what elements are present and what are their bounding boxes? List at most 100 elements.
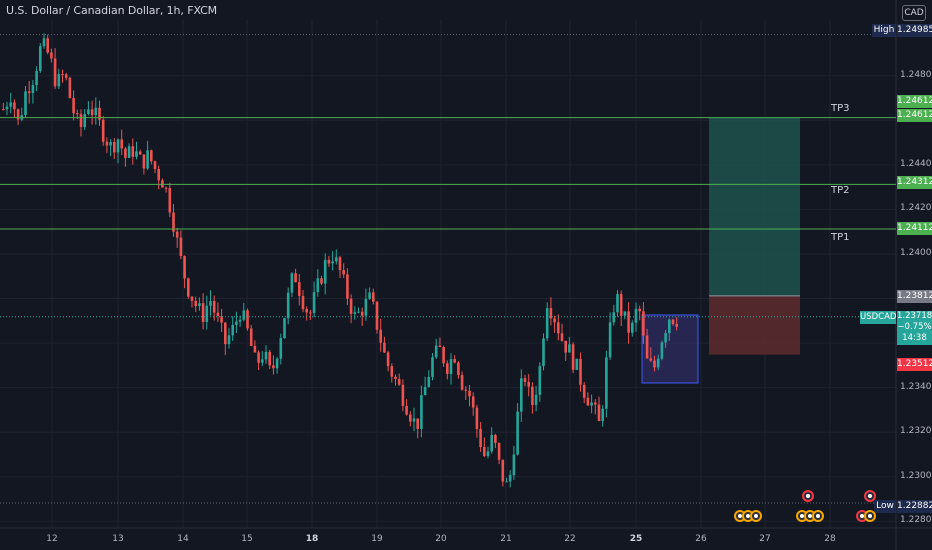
- candle-body: [246, 310, 249, 329]
- candle-body: [353, 312, 357, 314]
- time-tick-label: 13: [112, 534, 124, 544]
- candle-body: [257, 352, 260, 363]
- candle-body: [268, 351, 271, 366]
- candle-body: [98, 107, 101, 120]
- time-tick-label: 14: [177, 534, 189, 544]
- candle-body: [316, 278, 320, 293]
- candle-body: [235, 321, 238, 325]
- candle-body: [346, 274, 349, 299]
- candle-body: [150, 150, 153, 162]
- candle-body: [594, 402, 597, 405]
- candle-body: [545, 308, 549, 339]
- time-tick-label: 25: [629, 534, 643, 544]
- entry-price-tag: 1.23812: [897, 290, 932, 303]
- price-tick-label: 1.22800: [900, 515, 932, 526]
- candle-body: [94, 107, 98, 116]
- price-tick-label: 1.24200: [900, 203, 932, 214]
- candle-body: [586, 397, 590, 406]
- candle-body: [61, 74, 64, 76]
- candle-body: [420, 395, 423, 429]
- candle-body: [179, 237, 183, 257]
- candle-body: [105, 141, 109, 146]
- candle-body: [616, 293, 619, 313]
- candle-body: [13, 102, 16, 110]
- candle-body: [5, 106, 9, 110]
- candle-body: [39, 46, 42, 71]
- candle-body: [601, 408, 604, 421]
- candle-body: [397, 379, 401, 385]
- economic-event-icon[interactable]: [812, 510, 824, 522]
- candle-body: [175, 231, 179, 238]
- candle-body: [231, 324, 234, 336]
- candle-body: [187, 278, 190, 297]
- economic-event-icon[interactable]: [864, 490, 876, 502]
- candle-body: [475, 407, 479, 429]
- candle-body: [220, 316, 223, 323]
- candle-body: [286, 292, 290, 319]
- candle-body: [557, 322, 560, 334]
- candle-body: [531, 386, 534, 405]
- candle-body: [2, 109, 5, 111]
- symbol-tag: USDCAD: [860, 311, 897, 324]
- candle-body: [508, 475, 512, 482]
- candle-body: [501, 459, 505, 482]
- tp3-price-tag-b: 1.24612: [897, 109, 932, 122]
- candle-body: [494, 434, 497, 444]
- candle-body: [538, 366, 542, 395]
- candle-body: [608, 322, 612, 358]
- candle-body: [560, 333, 564, 341]
- tp3-label: TP3: [831, 103, 850, 114]
- candle-body: [453, 359, 456, 363]
- candle-body: [457, 362, 460, 376]
- candle-body: [172, 212, 175, 232]
- candle-body: [87, 109, 90, 114]
- candle-body: [261, 359, 264, 363]
- candle-body: [372, 292, 375, 302]
- candle-body: [664, 333, 667, 343]
- candle-body: [401, 384, 405, 407]
- candle-body: [290, 273, 294, 293]
- tp2-price-tag: 1.24312: [897, 176, 932, 189]
- candle-body: [312, 292, 316, 313]
- candle-body: [283, 318, 286, 339]
- stop-zone: [709, 295, 800, 355]
- time-tick-label: 15: [241, 534, 253, 544]
- last-price: 1.23718: [897, 311, 932, 321]
- candle-body: [153, 161, 157, 170]
- low-price-tag: 1.22882: [897, 500, 932, 513]
- candle-body: [383, 342, 386, 353]
- candle-body: [631, 322, 634, 333]
- candle-body: [357, 311, 360, 313]
- candle-body: [83, 113, 86, 128]
- candle-body: [46, 38, 49, 53]
- candle-body: [194, 300, 197, 307]
- last-price-box: 1.23718 −0.75% 14:38: [897, 311, 932, 345]
- economic-event-icon[interactable]: [750, 510, 762, 522]
- economic-event-icon[interactable]: [864, 510, 876, 522]
- candle-body: [323, 259, 327, 284]
- candle-body: [116, 139, 120, 153]
- candle-body: [338, 257, 342, 271]
- candle-body: [212, 301, 216, 313]
- candle-body: [253, 345, 257, 353]
- currency-chip[interactable]: CAD: [902, 5, 926, 21]
- candle-body: [31, 85, 35, 93]
- candle-body: [412, 418, 416, 422]
- candle-body: [590, 402, 593, 406]
- candle-body: [564, 340, 567, 353]
- candle-body: [131, 146, 135, 157]
- candle-body: [227, 335, 231, 345]
- time-tick-label: 19: [371, 534, 383, 544]
- economic-event-icon[interactable]: [802, 490, 814, 502]
- candle-body: [579, 358, 582, 385]
- time-tick-label: 12: [46, 534, 58, 544]
- candle-body: [238, 319, 242, 322]
- candle-body: [605, 357, 608, 409]
- candle-body: [9, 102, 12, 107]
- candle-body: [416, 418, 419, 429]
- candle-body: [360, 311, 364, 316]
- level-lines: [0, 33, 896, 504]
- candle-body: [294, 273, 297, 283]
- candle-body: [72, 97, 75, 114]
